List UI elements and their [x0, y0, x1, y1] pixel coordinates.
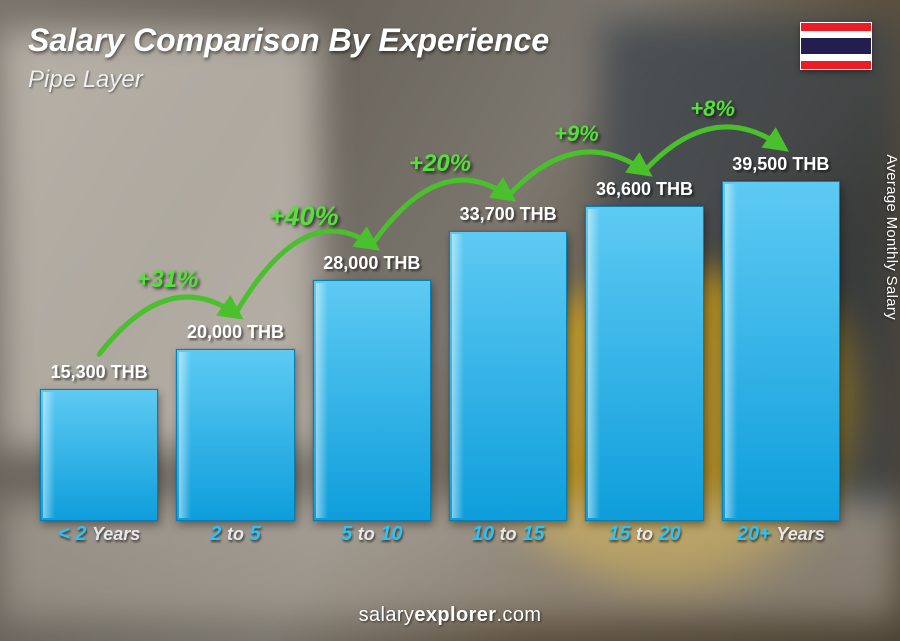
bar-0: 15,300 THB: [40, 362, 158, 521]
bar-value-label: 33,700 THB: [460, 204, 557, 225]
bar-value-label: 28,000 THB: [323, 253, 420, 274]
watermark-tld: .com: [496, 604, 541, 626]
x-label: < 2 Years: [40, 523, 158, 551]
bar-chart: 15,300 THB 20,000 THB 28,000 THB 33,700 THB…: [40, 110, 840, 551]
flag-thailand: [800, 22, 872, 70]
bar-rect: [585, 206, 703, 521]
bar-value-label: 36,600 THB: [596, 179, 693, 200]
increment-label: +31%: [136, 266, 198, 294]
bar-rect: [40, 389, 158, 521]
bar-1: 20,000 THB: [176, 322, 294, 521]
bar-value-label: 39,500 THB: [732, 154, 829, 175]
watermark-suffix: explorer: [414, 604, 496, 626]
bar-rect: [313, 280, 431, 521]
x-label: 5 to 10: [313, 523, 431, 551]
bar-rect: [449, 231, 567, 521]
y-axis-label: Average Monthly Salary: [884, 154, 900, 320]
bar-5: 39,500 THB: [722, 154, 840, 521]
x-label: 20+ Years: [722, 523, 840, 551]
x-label: 2 to 5: [176, 523, 294, 551]
bar-rect: [722, 181, 840, 521]
x-label: 10 to 15: [449, 523, 567, 551]
bar-rect: [176, 349, 294, 521]
bar-3: 33,700 THB: [449, 204, 567, 521]
increment-label: +20%: [409, 150, 471, 178]
x-label: 15 to 20: [585, 523, 703, 551]
bar-4: 36,600 THB: [585, 179, 703, 521]
increment-label: +40%: [269, 201, 339, 232]
increment-label: +8%: [690, 96, 735, 122]
watermark: salaryexplorer.com: [0, 604, 900, 627]
increment-label: +9%: [554, 121, 599, 147]
bar-value-label: 20,000 THB: [187, 322, 284, 343]
chart-subtitle: Pipe Layer: [28, 66, 143, 94]
infographic-stage: Salary Comparison By Experience Pipe Lay…: [0, 0, 900, 641]
chart-title: Salary Comparison By Experience: [28, 22, 549, 59]
watermark-prefix: salary: [359, 604, 415, 626]
x-axis-labels: < 2 Years 2 to 5 5 to 10 10 to 15 15 to 20 20…: [40, 523, 840, 551]
bar-value-label: 15,300 THB: [51, 362, 148, 383]
bar-2: 28,000 THB: [313, 253, 431, 521]
